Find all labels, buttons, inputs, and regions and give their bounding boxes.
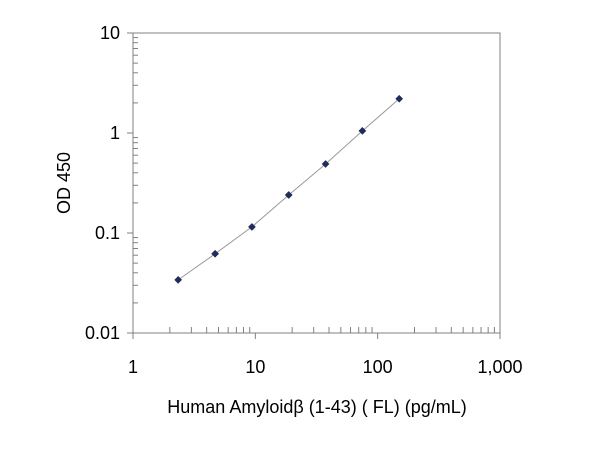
x-tick-label: 1,000 <box>477 357 522 377</box>
y-axis-title: OD 450 <box>54 152 74 214</box>
data-point <box>211 249 220 258</box>
x-tick-label: 100 <box>363 357 393 377</box>
data-point <box>284 191 293 199</box>
data-point <box>358 126 367 135</box>
y-tick-label: 1 <box>110 123 120 143</box>
y-tick-labels: 10 1 0.1 0.01 <box>85 23 120 343</box>
data-point <box>395 94 404 103</box>
minor-ticks <box>133 37 495 333</box>
y-tick-label: 10 <box>100 23 120 43</box>
y-tick-label: 0.01 <box>85 323 120 343</box>
x-axis-title: Human Amyloidβ (1-43) ( FL) (pg/mL) <box>167 397 466 417</box>
x-tick-labels: 1 10 100 1,000 <box>128 357 523 377</box>
data-point <box>321 160 330 168</box>
y-tick-label: 0.1 <box>95 223 120 243</box>
data-point <box>247 222 256 231</box>
plot-area <box>132 32 501 334</box>
data-points <box>174 94 404 284</box>
data-point <box>174 275 183 284</box>
x-tick-label: 1 <box>128 357 138 377</box>
major-ticks <box>127 32 501 339</box>
x-tick-label: 10 <box>245 357 265 377</box>
